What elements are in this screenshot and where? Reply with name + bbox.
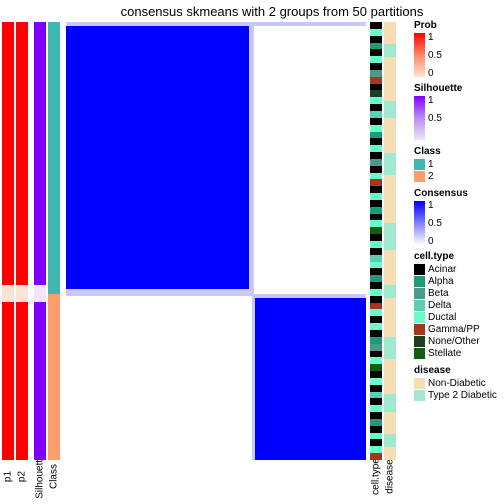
track-celltype: cell.type [370, 22, 382, 460]
legend-class: Class12 [414, 146, 500, 182]
swatch [414, 378, 425, 389]
label-p2: p2 [17, 471, 28, 482]
legend-silhouette: Silhouette10.5 [414, 83, 500, 140]
swatch [414, 312, 425, 323]
legend-panel: Prob10.50 Silhouette10.5 Class12 Consensus1… [414, 20, 500, 407]
legend-consensus: Consensus10.50 [414, 188, 500, 245]
swatch [414, 264, 425, 275]
label-class: Class [49, 464, 60, 489]
label-silhouette: Silhouette [35, 454, 46, 498]
swatch [414, 324, 425, 335]
swatch [414, 348, 425, 359]
legend-cell-type: cell.typeAcinarAlphaBetaDeltaDuctalGamma… [414, 251, 500, 359]
track-silhouette: Silhouette [34, 22, 46, 460]
legend-prob: Prob10.50 [414, 20, 500, 77]
swatch [414, 288, 425, 299]
track-p2: p2 [16, 22, 28, 460]
legend-disease: diseaseNon-DiabeticType 2 Diabetic [414, 365, 500, 401]
plot-area: p1 p2 Silhouette Class cell.type disease [2, 22, 412, 482]
track-p1: p1 [2, 22, 14, 460]
plot-title: consensus skmeans with 2 groups from 50 … [0, 4, 504, 19]
track-class: Class [48, 22, 60, 460]
track-disease: disease [384, 22, 396, 460]
swatch [414, 390, 425, 401]
label-disease: disease [385, 459, 396, 493]
swatch [414, 159, 425, 170]
swatch [414, 171, 425, 182]
consensus-heatmap [66, 22, 366, 460]
label-celltype: cell.type [371, 458, 382, 495]
swatch [414, 276, 425, 287]
swatch [414, 300, 425, 311]
label-p1: p1 [3, 471, 14, 482]
swatch [414, 336, 425, 347]
